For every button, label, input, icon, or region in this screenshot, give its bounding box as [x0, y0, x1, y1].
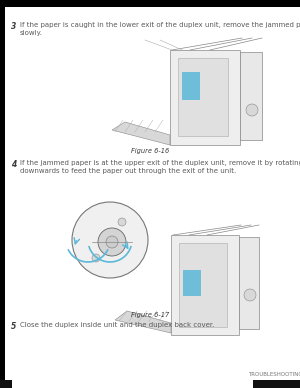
Text: TROUBLESHOOTING   6 - 15: TROUBLESHOOTING 6 - 15 [248, 372, 300, 377]
Text: 3: 3 [11, 22, 16, 31]
Text: Figure 6-17: Figure 6-17 [131, 312, 169, 318]
Circle shape [244, 289, 256, 301]
Circle shape [246, 104, 258, 116]
Bar [183, 270, 201, 296]
Bar [0, 380, 12, 388]
Polygon shape [112, 122, 170, 145]
Bar [240, 52, 262, 140]
Bar [0, 0, 300, 7]
Bar [170, 50, 240, 145]
Text: 5: 5 [11, 322, 16, 331]
Bar [178, 58, 228, 136]
Bar [253, 380, 300, 388]
Bar [0, 0, 5, 388]
Circle shape [118, 218, 126, 226]
Circle shape [72, 202, 148, 278]
Bar [182, 72, 200, 100]
Text: Figure 6-16: Figure 6-16 [131, 148, 169, 154]
Text: Close the duplex inside unit and the duplex back cover.: Close the duplex inside unit and the dup… [20, 322, 214, 328]
Bar [179, 243, 227, 327]
Text: downwards to feed the paper out through the exit of the unit.: downwards to feed the paper out through … [20, 168, 236, 174]
Text: slowly.: slowly. [20, 30, 43, 36]
Bar [171, 235, 239, 335]
Circle shape [106, 236, 118, 248]
Text: If the jammed paper is at the upper exit of the duplex unit, remove it by rotati: If the jammed paper is at the upper exit… [20, 160, 300, 166]
Circle shape [92, 254, 100, 262]
Bar [239, 237, 259, 329]
Text: If the paper is caught in the lower exit of the duplex unit, remove the jammed p: If the paper is caught in the lower exit… [20, 22, 300, 28]
Circle shape [98, 228, 126, 256]
Text: 4: 4 [11, 160, 16, 169]
Polygon shape [115, 311, 171, 333]
